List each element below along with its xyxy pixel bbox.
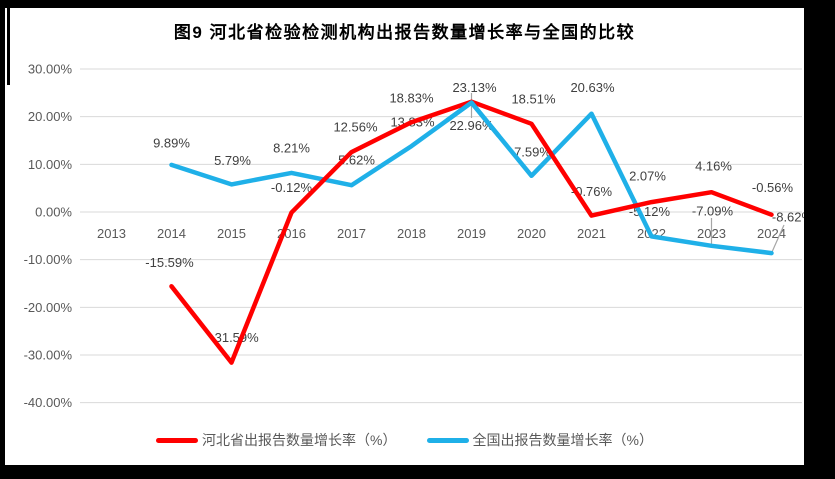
svg-text:2018: 2018 (397, 226, 426, 241)
svg-text:2021: 2021 (577, 226, 606, 241)
hebei-line-swatch-icon (156, 437, 199, 443)
svg-text:-31.59%: -31.59% (210, 330, 259, 345)
chart-panel: 图9 河北省检验检测机构出报告数量增长率与全国的比较 30.00% 20.00% 1… (5, 8, 804, 465)
svg-text:10.00%: 10.00% (28, 157, 73, 172)
svg-text:2013: 2013 (97, 226, 126, 241)
window-border-artifact (7, 8, 10, 85)
svg-text:2014: 2014 (157, 226, 186, 241)
svg-text:30.00%: 30.00% (28, 61, 73, 76)
svg-text:0.00%: 0.00% (35, 205, 72, 220)
svg-text:2017: 2017 (337, 226, 366, 241)
svg-text:2024: 2024 (757, 226, 786, 241)
svg-text:18.83%: 18.83% (389, 91, 434, 106)
svg-text:-0.12%: -0.12% (271, 180, 313, 195)
legend-item-national: 全国出报告数量增长率（%） (426, 430, 653, 450)
svg-text:20.00%: 20.00% (28, 109, 73, 124)
svg-text:2020: 2020 (517, 226, 546, 241)
svg-text:-8.62%: -8.62% (772, 210, 804, 225)
svg-text:-30.00%: -30.00% (24, 348, 73, 363)
legend-label-national: 全国出报告数量增长率（%） (472, 432, 653, 448)
svg-text:-40.00%: -40.00% (24, 395, 73, 410)
legend-label-hebei: 河北省出报告数量增长率（%） (202, 432, 397, 448)
svg-text:23.13%: 23.13% (452, 80, 497, 95)
svg-text:22.96%: 22.96% (449, 118, 494, 133)
svg-text:-0.76%: -0.76% (571, 184, 613, 199)
svg-text:2015: 2015 (217, 226, 246, 241)
svg-text:-7.09%: -7.09% (692, 203, 734, 218)
svg-text:18.51%: 18.51% (511, 91, 556, 106)
svg-text:4.16%: 4.16% (695, 159, 732, 174)
svg-text:9.89%: 9.89% (153, 135, 190, 150)
svg-text:20.63%: 20.63% (570, 80, 615, 95)
svg-text:2.07%: 2.07% (629, 169, 666, 184)
chart-legend: 河北省出报告数量增长率（%） 全国出报告数量增长率（%） (5, 430, 804, 450)
svg-text:-20.00%: -20.00% (24, 300, 73, 315)
svg-text:12.56%: 12.56% (333, 120, 378, 135)
legend-item-hebei: 河北省出报告数量增长率（%） (156, 430, 397, 450)
svg-text:-15.59%: -15.59% (145, 255, 194, 270)
line-chart-canvas: 30.00% 20.00% 10.00% 0.00% -10.00% -20.00% -30… (24, 61, 804, 410)
svg-text:8.21%: 8.21% (273, 140, 310, 155)
svg-text:-10.00%: -10.00% (24, 252, 73, 267)
svg-text:5.79%: 5.79% (214, 153, 251, 168)
svg-text:-0.56%: -0.56% (752, 180, 794, 195)
svg-text:2019: 2019 (457, 226, 486, 241)
svg-text:7.59%: 7.59% (514, 144, 551, 159)
chart-title: 图9 河北省检验检测机构出报告数量增长率与全国的比较 (173, 23, 636, 42)
national-line-swatch-icon (426, 437, 469, 443)
